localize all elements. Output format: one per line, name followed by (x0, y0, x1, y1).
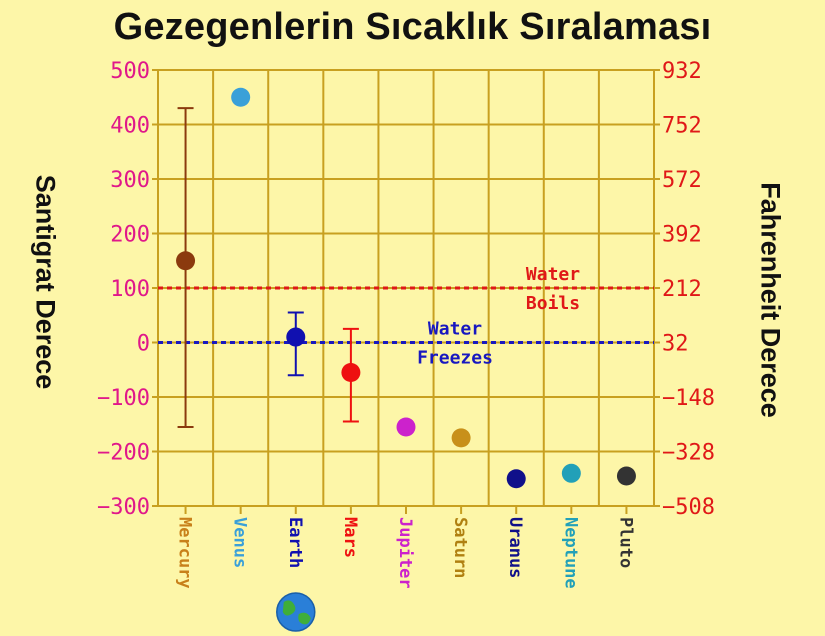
x-tick-label-pluto: Pluto (615, 517, 635, 568)
x-tick-label-earth: Earth (285, 517, 305, 568)
reference-label: Water (526, 264, 580, 285)
x-tick-label-uranus: Uranus (505, 517, 525, 578)
chart-title: Gezegenlerin Sıcaklık Sıralaması (113, 6, 712, 48)
data-point-venus (231, 87, 251, 107)
y-tick-label-right: 752 (662, 114, 702, 139)
y-tick-label-right: −508 (662, 495, 715, 520)
y-tick-label-left: 500 (110, 59, 150, 84)
data-point-neptune (561, 463, 581, 483)
y-tick-label-left: 300 (110, 168, 150, 193)
y-tick-label-left: 200 (110, 223, 150, 248)
x-tick-label-saturn: Saturn (450, 517, 470, 578)
y-tick-label-right: 32 (662, 332, 689, 357)
y-tick-label-left: −300 (97, 495, 150, 520)
data-point-mars (341, 362, 361, 382)
y-tick-label-right: 572 (662, 168, 702, 193)
x-tick-label-neptune: Neptune (560, 517, 580, 589)
x-tick-label-mercury: Mercury (175, 517, 195, 589)
data-point-mercury (176, 251, 196, 271)
y-tick-label-left: −200 (97, 441, 150, 466)
y-tick-label-left: 100 (110, 277, 150, 302)
data-point-uranus (506, 469, 526, 489)
reference-label: Boils (526, 293, 580, 314)
earth-globe-icon (276, 592, 316, 632)
y-tick-label-right: 212 (662, 277, 702, 302)
y-tick-label-left: 400 (110, 114, 150, 139)
earth-globe-land (298, 612, 311, 625)
data-point-earth (286, 327, 306, 347)
y-tick-label-right: −328 (662, 441, 715, 466)
reference-label: Freezes (417, 348, 493, 369)
reference-label: Water (428, 319, 482, 340)
y-tick-label-right: −148 (662, 386, 715, 411)
x-tick-label-venus: Venus (230, 517, 250, 568)
x-tick-label-jupiter: Jupiter (395, 517, 415, 589)
y-tick-label-right: 392 (662, 223, 702, 248)
x-tick-label-mars: Mars (340, 517, 360, 558)
earth-globe-land (282, 600, 296, 616)
data-point-pluto (616, 466, 636, 486)
y-tick-label-right: 932 (662, 59, 702, 84)
y-tick-label-left: −100 (97, 386, 150, 411)
data-point-jupiter (396, 417, 416, 437)
y-tick-label-left: 0 (137, 332, 150, 357)
data-point-saturn (451, 428, 471, 448)
